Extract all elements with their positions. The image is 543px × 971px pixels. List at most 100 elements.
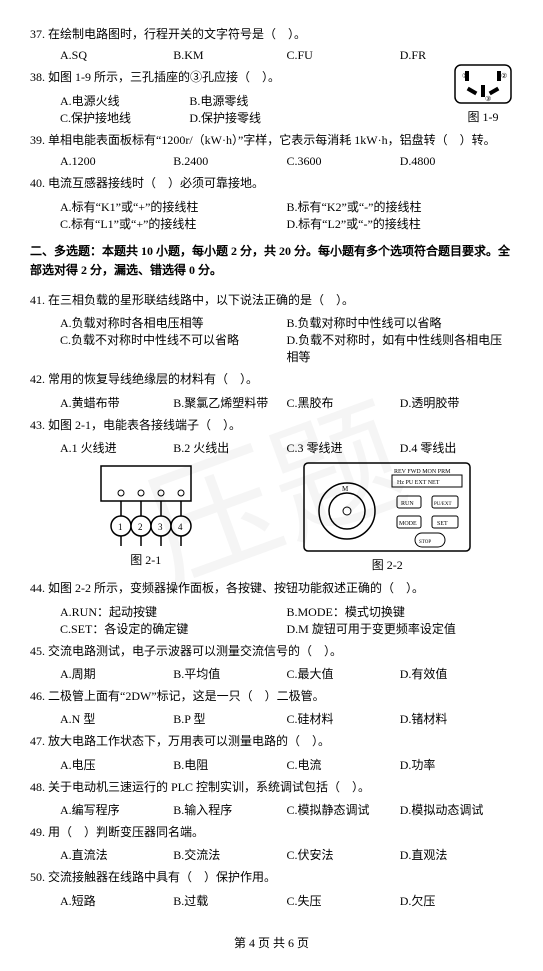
q43-D[interactable]: D.4 零线出 [400, 439, 513, 456]
q44-A[interactable]: A.RUN：起动按键 [60, 603, 287, 620]
q42-C[interactable]: C.黑胶布 [287, 394, 400, 411]
q39-opts: A.1200 B.2400 C.3600 D.4800 [30, 154, 513, 169]
q43-stem: 43. 如图 2-1，电能表各接线端子（ ）。 [30, 415, 513, 435]
q42-B[interactable]: B.聚氯乙烯塑料带 [173, 394, 286, 411]
q46-stem: 46. 二极管上面有“2DW”标记，这是一只（ ）二极管。 [30, 686, 513, 706]
svg-text:PU/EXT: PU/EXT [434, 502, 452, 507]
q39-D[interactable]: D.4800 [400, 154, 513, 169]
svg-text:②: ② [501, 72, 507, 80]
q50-A[interactable]: A.短路 [60, 892, 173, 909]
q48-D[interactable]: D.模拟动态调试 [400, 801, 513, 818]
page-footer: 第 4 页 共 6 页 [30, 934, 513, 951]
q40-row1: A.标有“K1”或“+”的接线柱 B.标有“K2”或“-”的接线柱 [30, 198, 513, 215]
svg-text:M: M [342, 485, 349, 493]
q40-C[interactable]: C.标有“L1”或“+”的接线柱 [60, 215, 287, 232]
q44-D[interactable]: D.M 旋钮可用于变更频率设定值 [287, 620, 514, 637]
q41-C[interactable]: C.负载不对称时中性线不可以省略 [60, 331, 287, 365]
q45-D[interactable]: D.有效值 [400, 665, 513, 682]
q49-A[interactable]: A.直流法 [60, 846, 173, 863]
q47-A[interactable]: A.电压 [60, 756, 173, 773]
q42-A[interactable]: A.黄蜡布带 [60, 394, 173, 411]
q37-D[interactable]: D.FR [400, 48, 513, 63]
q45-C[interactable]: C.最大值 [287, 665, 400, 682]
q49-B[interactable]: B.交流法 [173, 846, 286, 863]
q47-B[interactable]: B.电阻 [173, 756, 286, 773]
q41-A[interactable]: A.负载对称时各相电压相等 [60, 314, 287, 331]
q40-A[interactable]: A.标有“K1”或“+”的接线柱 [60, 198, 287, 215]
q40-stem: 40. 电流互感器接线时（ ）必须可靠接地。 [30, 173, 513, 193]
q48-stem: 48. 关于电动机三速运行的 PLC 控制实训，系统调试包括（ ）。 [30, 777, 513, 797]
q46-B[interactable]: B.P 型 [173, 710, 286, 727]
q37-C[interactable]: C.FU [287, 48, 400, 63]
fig-2-1: 1 2 3 4 图 2-1 [71, 461, 221, 573]
q43-A[interactable]: A.1 火线进 [60, 439, 173, 456]
q42-stem: 42. 常用的恢复导线绝缘层的材料有（ ）。 [30, 369, 513, 389]
q38-C[interactable]: C.保护接地线 [60, 109, 189, 126]
svg-text:4: 4 [178, 522, 183, 532]
q37-B[interactable]: B.KM [173, 48, 286, 63]
q47-stem: 47. 放大电路工作状态下，万用表可以测量电路的（ ）。 [30, 731, 513, 751]
fig-2-2-caption: 图 2-2 [302, 556, 472, 573]
fig-2-2: REV FWD MON PRM Hz PU EXT NET M RUN PU/E… [302, 461, 472, 573]
svg-text:1: 1 [118, 522, 123, 532]
q39-B[interactable]: B.2400 [173, 154, 286, 169]
q42-D[interactable]: D.透明胶带 [400, 394, 513, 411]
svg-text:STOP: STOP [419, 540, 431, 545]
q40-row2: C.标有“L1”或“+”的接线柱 D.标有“L2”或“-”的接线柱 [30, 215, 513, 232]
q50-B[interactable]: B.过载 [173, 892, 286, 909]
svg-text:REV FWD MON PRM: REV FWD MON PRM [394, 469, 451, 475]
fig-row: 1 2 3 4 图 2-1 REV FWD MON PRM Hz PU EXT … [30, 461, 513, 573]
svg-text:Hz PU EXT NET: Hz PU EXT NET [397, 480, 440, 486]
q39-C[interactable]: C.3600 [287, 154, 400, 169]
svg-text:①: ① [462, 72, 468, 80]
q49-C[interactable]: C.伏安法 [287, 846, 400, 863]
svg-text:③: ③ [485, 95, 491, 103]
svg-text:3: 3 [158, 522, 163, 532]
svg-text:SET: SET [437, 521, 448, 527]
q37-stem: 37. 在绘制电路图时，行程开关的文字符号是（ ）。 [30, 24, 513, 44]
q41-D[interactable]: D.负载不对称时，如有中性线则各相电压相等 [287, 331, 514, 365]
q38-D[interactable]: D.保护接零线 [189, 109, 318, 126]
q48-A[interactable]: A.编写程序 [60, 801, 173, 818]
q45-A[interactable]: A.周期 [60, 665, 173, 682]
q38-A[interactable]: A.电源火线 [60, 92, 189, 109]
q38-stem: 38. 如图 1-9 所示，三孔插座的③孔应接（ ）。 [30, 67, 513, 87]
q40-B[interactable]: B.标有“K2”或“-”的接线柱 [287, 198, 514, 215]
q47-D[interactable]: D.功率 [400, 756, 513, 773]
q44-B[interactable]: B.MODE：模式切换键 [287, 603, 514, 620]
fig-1-9-caption: 图 1-9 [453, 108, 513, 125]
q39-stem: 39. 单相电能表面板标有“1200r/（kW·h）”字样，它表示每消耗 1kW… [30, 130, 513, 150]
q38-row2: C.保护接地线 D.保护接零线 [30, 109, 448, 126]
svg-text:MODE: MODE [399, 521, 417, 527]
q37-opts: A.SQ B.KM C.FU D.FR [30, 48, 513, 63]
q37-A[interactable]: A.SQ [60, 48, 173, 63]
q46-A[interactable]: A.N 型 [60, 710, 173, 727]
q39-A[interactable]: A.1200 [60, 154, 173, 169]
svg-text:RUN: RUN [401, 501, 414, 507]
q48-B[interactable]: B.输入程序 [173, 801, 286, 818]
fig-1-9: ① ② ③ 图 1-9 [453, 63, 513, 125]
q48-C[interactable]: C.模拟静态调试 [287, 801, 400, 818]
fig-2-1-caption: 图 2-1 [71, 551, 221, 568]
q44-stem: 44. 如图 2-2 所示，变频器操作面板，各按键、按钮功能叙述正确的（ ）。 [30, 578, 513, 598]
svg-text:2: 2 [138, 522, 143, 532]
q38-B[interactable]: B.电源零线 [189, 92, 318, 109]
q50-D[interactable]: D.欠压 [400, 892, 513, 909]
q41-B[interactable]: B.负载对称时中性线可以省略 [287, 314, 514, 331]
q41-stem: 41. 在三相负载的星形联结线路中，以下说法正确的是（ ）。 [30, 290, 513, 310]
q40-D[interactable]: D.标有“L2”或“-”的接线柱 [287, 215, 514, 232]
q46-C[interactable]: C.硅材料 [287, 710, 400, 727]
q44-C[interactable]: C.SET：各设定的确定键 [60, 620, 287, 637]
section2-title: 二、多选题：本题共 10 小题，每小题 2 分，共 20 分。每小题有多个选项符… [30, 242, 513, 280]
q38-row1: A.电源火线 B.电源零线 [30, 92, 448, 109]
q50-stem: 50. 交流接触器在线路中具有（ ）保护作用。 [30, 867, 513, 887]
q43-C[interactable]: C.3 零线进 [287, 439, 400, 456]
q45-stem: 45. 交流电路测试，电子示波器可以测量交流信号的（ ）。 [30, 641, 513, 661]
q50-C[interactable]: C.失压 [287, 892, 400, 909]
q47-C[interactable]: C.电流 [287, 756, 400, 773]
q49-D[interactable]: D.直观法 [400, 846, 513, 863]
q49-stem: 49. 用（ ）判断变压器同名端。 [30, 822, 513, 842]
q46-D[interactable]: D.锗材料 [400, 710, 513, 727]
q45-B[interactable]: B.平均值 [173, 665, 286, 682]
q43-B[interactable]: B.2 火线出 [173, 439, 286, 456]
